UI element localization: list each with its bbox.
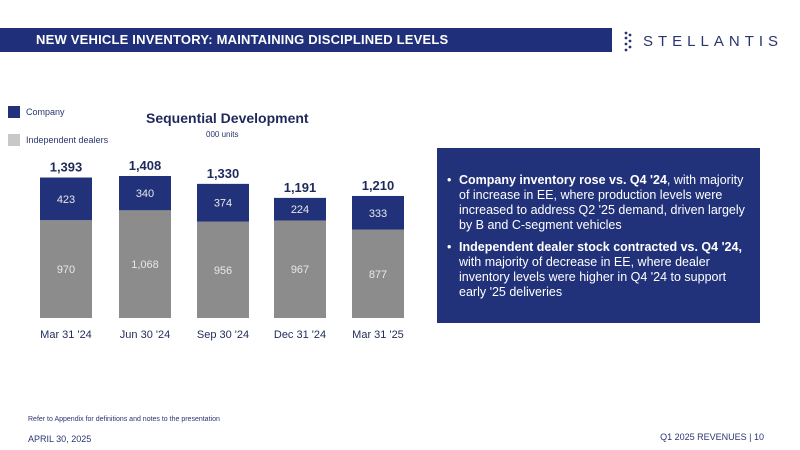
chart-title: Sequential Development <box>146 110 309 126</box>
chart-units: 000 units <box>206 130 239 139</box>
data-label-company: 374 <box>214 198 232 210</box>
legend-swatch-company <box>8 106 20 118</box>
title-bar: NEW VEHICLE INVENTORY: MAINTAINING DISCI… <box>0 28 612 52</box>
bar-independent-dealers <box>119 210 171 318</box>
bar-company <box>40 177 92 221</box>
data-label-independent-dealers: 1,068 <box>131 259 159 271</box>
x-tick-label: Mar 31 '24 <box>40 329 92 341</box>
data-label-independent-dealers: 956 <box>214 265 232 277</box>
info-bullet-dealers: • Independent dealer stock contracted vs… <box>447 240 748 300</box>
bullet-bold-company: Company inventory rose vs. Q4 '24 <box>459 173 667 187</box>
bar-company <box>119 176 171 211</box>
stacked-bar-chart: 970 423 1,393 Mar 31 '24 1,068 340 1,408 Jun 30… <box>40 158 404 341</box>
bar-independent-dealers <box>40 220 92 318</box>
x-tick-label: Sep 30 '24 <box>197 329 249 341</box>
data-label-independent-dealers: 970 <box>57 264 75 276</box>
data-label-company: 333 <box>369 208 387 220</box>
legend-label-company: Company <box>26 107 65 117</box>
bullet-dot-icon: • <box>447 173 452 187</box>
logo-wordmark: STELLANTIS <box>643 33 784 50</box>
x-tick-label: Mar 31 '25 <box>352 329 404 341</box>
data-label-independent-dealers: 967 <box>291 264 309 276</box>
bar-independent-dealers <box>352 229 404 318</box>
bullet-body-dealers: with majority of decrease in EE, where d… <box>459 255 727 299</box>
total-label: 1,191 <box>284 180 317 195</box>
footer-page-number: Q1 2025 REVENUES | 10 <box>660 432 764 442</box>
bullet-dot-icon: • <box>447 240 452 254</box>
data-label-company: 423 <box>57 194 75 206</box>
total-label: 1,408 <box>129 158 162 173</box>
legend-label-independent-dealers: Independent dealers <box>26 135 109 145</box>
bar-independent-dealers <box>274 220 326 318</box>
total-label: 1,210 <box>362 178 395 193</box>
data-label-company: 340 <box>136 188 154 200</box>
x-tick-label: Dec 31 '24 <box>274 329 326 341</box>
total-label: 1,393 <box>50 160 83 175</box>
bar-company <box>274 197 326 221</box>
bullet-text-dealers: Independent dealer stock contracted vs. … <box>459 240 748 300</box>
stellantis-logo-mark-icon <box>624 31 632 52</box>
info-bullet-company: • Company inventory rose vs. Q4 '24, wit… <box>447 173 748 233</box>
footer-date: APRIL 30, 2025 <box>28 434 92 444</box>
data-label-independent-dealers: 877 <box>369 269 387 281</box>
stellantis-logo: STELLANTIS <box>620 26 780 56</box>
bar-company <box>197 183 249 222</box>
x-tick-label: Jun 30 '24 <box>120 329 170 341</box>
page-title: NEW VEHICLE INVENTORY: MAINTAINING DISCI… <box>36 32 449 47</box>
bullet-body-company: , with majority of increase in EE, where… <box>459 173 745 232</box>
footnote: Refer to Appendix for definitions and no… <box>28 416 220 423</box>
bullet-text-company: Company inventory rose vs. Q4 '24, with … <box>459 173 748 233</box>
info-box: • Company inventory rose vs. Q4 '24, wit… <box>437 148 760 323</box>
bar-independent-dealers <box>197 221 249 318</box>
bar-company <box>352 195 404 230</box>
data-label-company: 224 <box>291 204 309 216</box>
bullet-bold-dealers: Independent dealer stock contracted vs. … <box>459 240 742 254</box>
legend-swatch-independent-dealers <box>8 134 20 146</box>
total-label: 1,330 <box>207 166 240 181</box>
